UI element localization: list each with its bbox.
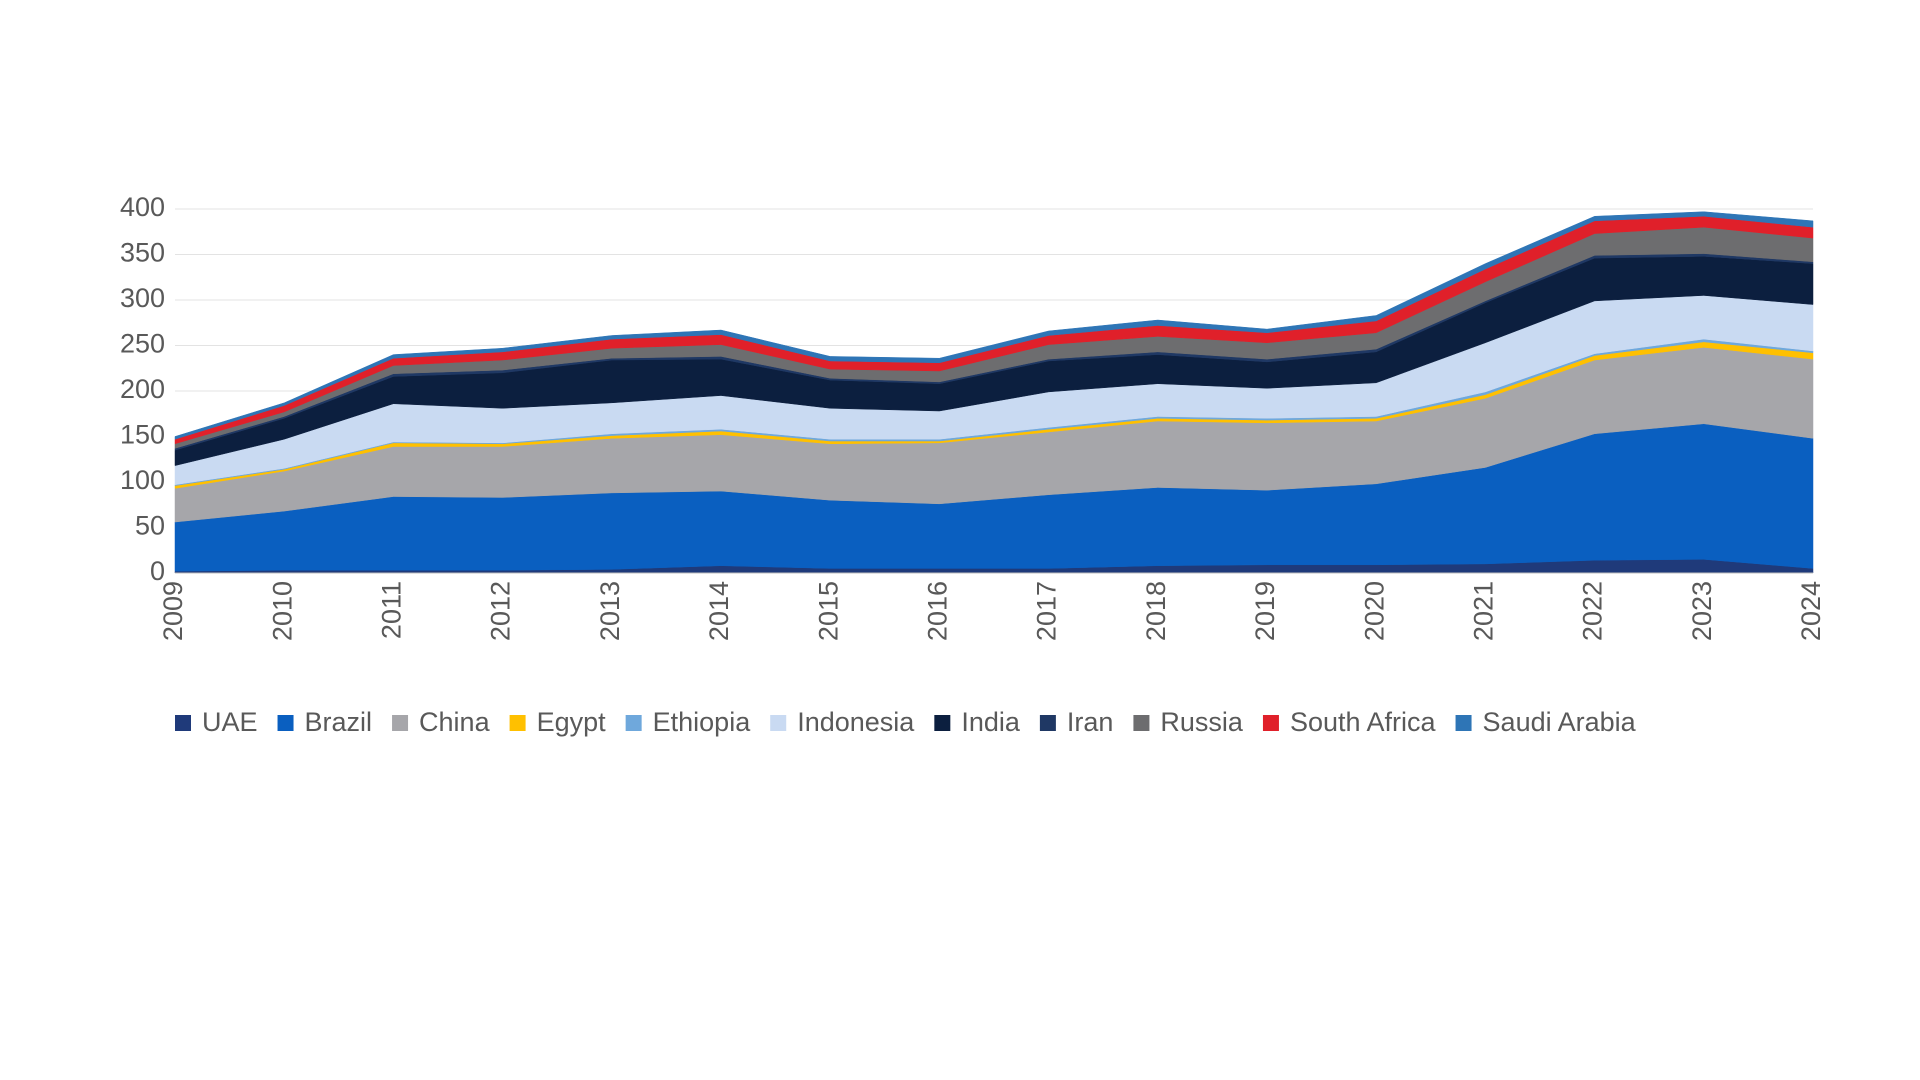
y-tick-label: 350	[120, 238, 165, 268]
x-tick-label: 2018	[1141, 581, 1171, 641]
legend-label: Indonesia	[797, 707, 915, 737]
legend-label: South Africa	[1290, 707, 1437, 737]
legend-swatch	[392, 715, 409, 731]
y-tick-label: 100	[120, 465, 165, 495]
x-tick-label: 2017	[1032, 581, 1062, 641]
x-tick-label: 2012	[486, 581, 516, 641]
x-tick-label: 2020	[1359, 581, 1389, 641]
y-tick-label: 300	[120, 283, 165, 313]
legend-swatch	[1262, 715, 1279, 731]
y-tick-label: 0	[150, 556, 165, 586]
x-tick-label: 2009	[158, 581, 188, 641]
legend-swatch	[625, 715, 642, 731]
x-tick-label: 2013	[595, 581, 625, 641]
legend-label: UAE	[202, 707, 258, 737]
legend-swatch	[509, 715, 526, 731]
x-tick-label: 2015	[813, 581, 843, 641]
y-tick-label: 200	[120, 374, 165, 404]
y-tick-label: 400	[120, 192, 165, 222]
x-tick-label: 2010	[267, 581, 297, 641]
legend-swatch	[770, 715, 787, 731]
legend-label: Egypt	[537, 707, 607, 737]
x-tick-label: 2023	[1687, 581, 1717, 641]
y-tick-label: 50	[135, 511, 165, 541]
legend-label: Russia	[1160, 707, 1244, 737]
x-tick-label: 2016	[923, 581, 953, 641]
x-tick-label: 2011	[377, 581, 407, 639]
legend-label: India	[961, 707, 1021, 737]
legend-label: Saudi Arabia	[1483, 707, 1637, 737]
area	[174, 211, 1814, 440]
legend-swatch	[1455, 715, 1472, 731]
legend-swatch	[277, 715, 294, 731]
legend-swatch	[934, 715, 951, 731]
legend-label: China	[419, 707, 491, 737]
legend-swatch	[1039, 715, 1056, 731]
y-tick-label: 150	[120, 420, 165, 450]
x-tick-label: 2019	[1250, 581, 1280, 641]
x-tick-label: 2021	[1469, 581, 1499, 641]
legend-swatch	[175, 715, 191, 731]
x-tick-label: 2022	[1578, 581, 1608, 641]
legend-label: Brazil	[305, 707, 373, 737]
y-tick-label: 250	[120, 329, 165, 359]
x-tick-label: 2024	[1796, 581, 1826, 641]
x-tick-label: 2014	[704, 581, 734, 641]
legend-swatch	[1133, 715, 1150, 731]
legend-label: Ethiopia	[653, 707, 752, 737]
legend-label: Iran	[1067, 707, 1114, 737]
